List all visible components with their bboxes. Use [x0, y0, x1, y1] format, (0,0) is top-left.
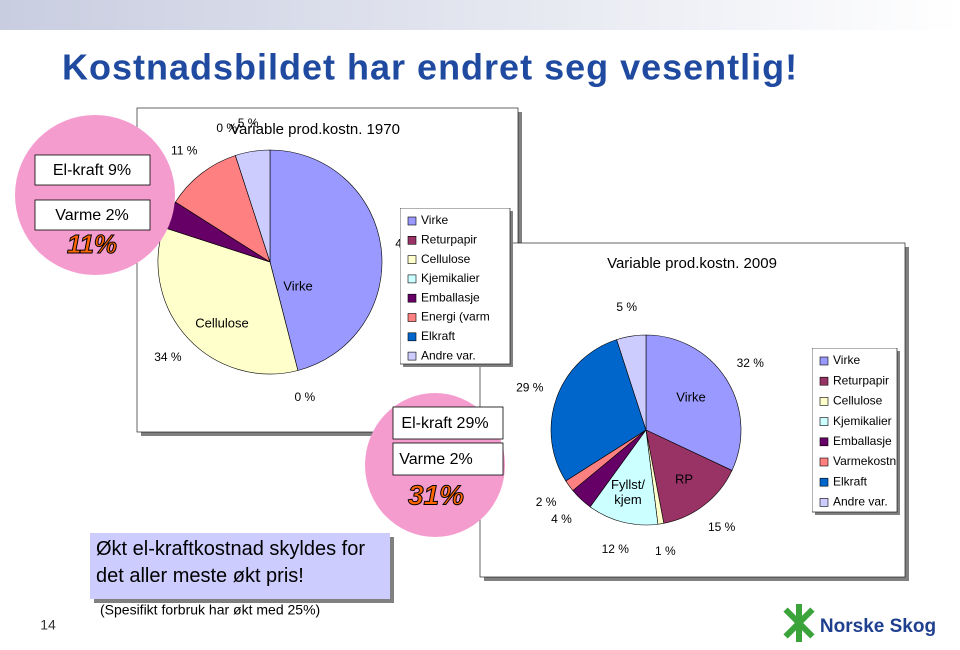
- data-label: 11 %: [171, 144, 198, 158]
- message-holder: Økt el-kraftkostnad skyldes for det alle…: [96, 538, 365, 587]
- note: (Spesifikt forbruk har økt med 25%): [100, 602, 320, 618]
- legend-swatch: [819, 457, 829, 467]
- legend-label: Elkraft: [833, 474, 868, 488]
- legend-label: Andre var.: [833, 495, 888, 509]
- legend: Virke Returpapir Cellulose Kjemikalier Embal…: [812, 348, 900, 515]
- slice-label: Virke: [283, 278, 312, 293]
- legend-box: [400, 208, 511, 365]
- slice-label: Cellulose: [195, 315, 248, 330]
- pie-slice: [616, 334, 647, 431]
- page-number: 14: [40, 617, 56, 633]
- legend-label: Returpapir: [833, 373, 889, 387]
- legend-swatch: [819, 417, 829, 426]
- data-label: 4 %: [551, 512, 572, 526]
- pie-slice: [157, 227, 299, 375]
- header-band: [0, 0, 960, 30]
- pie-slice: [269, 149, 383, 371]
- pie-slice: [645, 334, 742, 471]
- legend-swatch: [407, 293, 417, 303]
- message: Økt el-kraftkostnad skyldes for det alle…: [96, 538, 365, 587]
- legend-label: Andre var.: [421, 348, 476, 362]
- slide-title: Kostnadsbildet har endret seg vesentlig!: [62, 47, 798, 88]
- callout-text: El-kraft 9%: [53, 162, 131, 179]
- data-label: 32 %: [737, 356, 765, 370]
- slice-label-line: kjem: [614, 492, 641, 507]
- slice-label: RP: [675, 471, 693, 486]
- data-label: 0 %: [216, 121, 237, 135]
- pie-slice: [235, 149, 271, 263]
- callout-box: [392, 442, 504, 476]
- legend-swatch: [407, 332, 417, 342]
- legend-label: Cellulose: [421, 252, 471, 266]
- pie-slice: [645, 429, 733, 524]
- legend-label: Energi (varm: [421, 310, 490, 324]
- legend-swatch: [407, 236, 417, 245]
- slice-label-line: Fyllst/: [611, 477, 645, 492]
- data-label: 29 %: [516, 380, 544, 394]
- callout-text: Varme 2%: [55, 207, 129, 224]
- legend: Virke Returpapir Cellulose Kjemikalier Embal…: [400, 208, 513, 367]
- legend-label: Emballasje: [421, 290, 480, 304]
- callout-box: [34, 199, 151, 231]
- data-label: 0 %: [294, 390, 315, 404]
- legend-label: Returpapir: [421, 232, 477, 246]
- callout-box: [34, 154, 151, 186]
- pie-slice: [175, 155, 271, 263]
- callout-text: Varme 2%: [399, 451, 473, 468]
- legend-swatch: [819, 376, 829, 386]
- legend-label: Varmekostn: [833, 454, 896, 468]
- legend-swatch: [407, 216, 417, 226]
- pie-slice: [550, 339, 647, 482]
- data-label: 12 %: [602, 542, 630, 556]
- legend-label: Cellulose: [833, 394, 883, 408]
- legend-label: Emballasje: [833, 434, 892, 448]
- legend-label: Virke: [833, 353, 860, 367]
- data-label: 1 %: [655, 544, 676, 558]
- callout-badge: 11%: [67, 229, 117, 259]
- logo-text: Norske Skog: [820, 616, 936, 637]
- legend-swatch: [407, 274, 417, 284]
- chart-title: Variable prod.kostn. 1970: [230, 121, 400, 138]
- logo-mark: [783, 604, 815, 642]
- legend-label: Elkraft: [421, 329, 456, 343]
- data-label: 5 %: [238, 116, 259, 130]
- legend-swatch: [819, 356, 829, 366]
- legend-swatch: [819, 477, 829, 487]
- data-label: 15 %: [708, 520, 736, 534]
- pie-slice: [589, 429, 659, 526]
- legend-swatch: [819, 437, 829, 447]
- legend-label: Kjemikalier: [421, 271, 480, 285]
- data-label: 5 %: [616, 300, 637, 314]
- message-box: [90, 533, 390, 599]
- callout-box: [392, 406, 504, 440]
- legend-swatch: [819, 498, 829, 507]
- legend-swatch: [407, 255, 417, 264]
- chart-title: Variable prod.kostn. 2009: [607, 255, 777, 272]
- legend-label: Kjemikalier: [833, 414, 892, 428]
- callout-badge: 31%: [408, 479, 464, 510]
- slice-label: Virke: [676, 389, 705, 404]
- legend-swatch: [407, 313, 417, 322]
- legend-swatch: [819, 397, 829, 406]
- legend-swatch: [407, 351, 417, 361]
- legend-label: Virke: [421, 213, 448, 227]
- data-label: 2 %: [536, 495, 557, 509]
- slice-label: Fyllst/kjem: [611, 477, 645, 507]
- callout-text: El-kraft 29%: [401, 415, 488, 432]
- data-label: 34 %: [154, 350, 182, 364]
